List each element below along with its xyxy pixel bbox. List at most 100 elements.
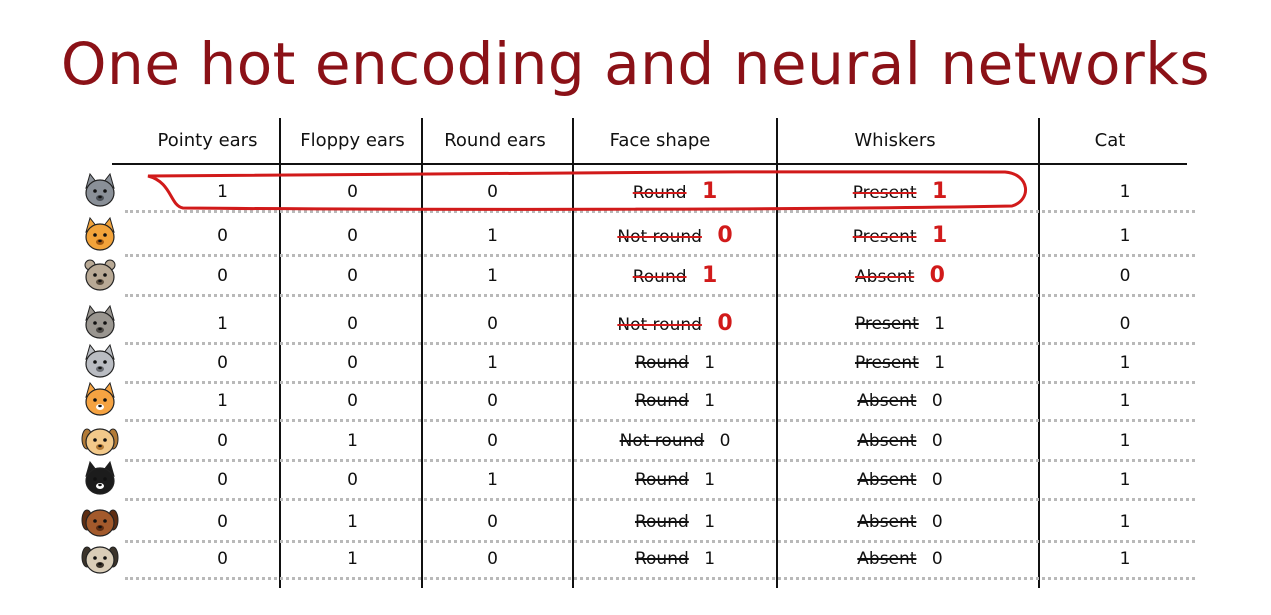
whiskers-cell: Absent 0 <box>800 261 1000 291</box>
floppy-ears-value: 0 <box>347 314 358 334</box>
round-ears-value: 1 <box>487 226 498 246</box>
brown-dog-icon <box>80 502 120 540</box>
bear-dog-icon <box>80 256 120 294</box>
row-separator <box>125 540 1195 543</box>
face-shape-encoded: 0 <box>717 223 733 248</box>
table-row: 0 1 0 Not round 0 Absent 0 1 <box>0 426 1271 456</box>
pointy-ears-value: 0 <box>217 512 228 532</box>
cat-label-value: 1 <box>1119 470 1131 490</box>
table-row: 1 0 0 Round 1 Absent 0 1 <box>0 381 1271 416</box>
row-separator <box>125 210 1195 213</box>
orange-cat-icon <box>80 216 120 254</box>
row-separator <box>125 459 1195 462</box>
header-round-ears: Round ears <box>444 130 546 151</box>
floppy-ears-value: 1 <box>347 512 358 532</box>
whiskers-text: Absent <box>857 512 917 532</box>
header-floppy-ears: Floppy ears <box>300 130 405 151</box>
cat-label-value: 0 <box>1119 314 1131 334</box>
gray-kitten-icon <box>80 343 120 381</box>
face-shape-encoded: 1 <box>704 391 716 411</box>
whiskers-cell: Present 1 <box>800 221 1000 251</box>
face-shape-encoded: 1 <box>704 549 716 569</box>
floppy-ears-value: 0 <box>347 182 358 202</box>
face-shape-cell: Round 1 <box>575 261 775 291</box>
cat-label-value: 1 <box>1119 549 1131 569</box>
whiskers-encoded: 1 <box>934 314 946 334</box>
cat-label-value: 1 <box>1119 226 1131 246</box>
cat-label-value: 0 <box>1119 266 1131 286</box>
whiskers-encoded: 0 <box>931 512 943 532</box>
whiskers-text: Absent <box>857 470 917 490</box>
face-shape-encoded: 1 <box>704 512 716 532</box>
face-shape-text: Not round <box>617 315 702 335</box>
whiskers-text: Absent <box>857 431 917 451</box>
shiba-icon <box>80 381 120 419</box>
whiskers-text: Present <box>852 183 917 203</box>
round-ears-value: 1 <box>487 353 498 373</box>
face-shape-text: Round <box>632 183 687 203</box>
floppy-ears-value: 0 <box>347 470 358 490</box>
pointy-ears-value: 0 <box>217 353 228 373</box>
column-divider <box>1038 118 1040 588</box>
header-rule <box>112 163 1187 165</box>
whiskers-text: Absent <box>855 267 915 287</box>
whiskers-encoded: 0 <box>931 431 943 451</box>
row-separator <box>125 342 1195 345</box>
header-face-shape: Face shape <box>609 130 711 151</box>
floppy-ears-value: 0 <box>347 391 358 411</box>
column-divider <box>776 118 778 588</box>
face-shape-cell: Round 1 <box>575 386 775 416</box>
pug-icon <box>80 539 120 577</box>
floppy-ears-value: 1 <box>347 549 358 569</box>
header-pointy-ears: Pointy ears <box>157 130 258 151</box>
pointy-ears-value: 0 <box>217 226 228 246</box>
table-row: 1 0 0 Not round 0 Present 1 0 <box>0 304 1271 339</box>
whiskers-cell: Absent 0 <box>800 386 1000 416</box>
face-shape-text: Round <box>634 353 689 373</box>
face-shape-encoded: 0 <box>719 431 731 451</box>
floppy-ears-value: 1 <box>347 431 358 451</box>
face-shape-cell: Not round 0 <box>575 309 775 339</box>
column-divider <box>279 118 281 588</box>
face-shape-encoded: 1 <box>701 263 718 288</box>
table-row: 0 1 0 Round 1 Absent 0 1 <box>0 507 1271 537</box>
face-shape-cell: Not round 0 <box>575 221 775 251</box>
slide-title: One hot encoding and neural networks <box>60 30 1211 98</box>
face-shape-encoded: 1 <box>704 353 716 373</box>
table-row: 0 0 1 Round 1 Present 1 1 <box>0 343 1271 378</box>
cat-label-value: 1 <box>1119 512 1131 532</box>
round-ears-value: 0 <box>487 549 498 569</box>
whiskers-encoded: 0 <box>931 391 943 411</box>
round-ears-value: 1 <box>487 470 498 490</box>
pointy-ears-value: 1 <box>217 314 228 334</box>
face-shape-encoded: 1 <box>701 179 718 204</box>
face-shape-encoded: 1 <box>704 470 716 490</box>
row-separator <box>125 498 1195 501</box>
face-shape-text: Round <box>634 470 689 490</box>
face-shape-cell: Round 1 <box>575 507 775 537</box>
face-shape-text: Not round <box>619 431 705 451</box>
whiskers-cell: Absent 0 <box>800 426 1000 456</box>
round-ears-value: 0 <box>487 512 498 532</box>
face-shape-text: Round <box>634 549 689 569</box>
face-shape-cell: Round 1 <box>575 348 775 378</box>
whiskers-encoded: 1 <box>931 179 948 204</box>
face-shape-text: Round <box>634 391 689 411</box>
cat-label-value: 1 <box>1119 182 1131 202</box>
pointy-ears-value: 0 <box>217 431 228 451</box>
pointy-ears-value: 1 <box>217 182 228 202</box>
wolf-icon <box>80 304 120 342</box>
table-row: 0 0 1 Round 1 Absent 0 1 <box>0 460 1271 495</box>
header-cat: Cat <box>1094 130 1126 151</box>
whiskers-text: Absent <box>857 391 917 411</box>
pointy-ears-value: 0 <box>217 470 228 490</box>
face-shape-text: Not round <box>617 227 702 247</box>
row-separator <box>125 294 1195 297</box>
whiskers-encoded: 1 <box>934 353 946 373</box>
round-ears-value: 1 <box>487 266 498 286</box>
face-shape-cell: Round 1 <box>575 465 775 495</box>
face-shape-cell: Round 1 <box>575 177 775 207</box>
whiskers-encoded: 0 <box>931 549 943 569</box>
column-divider <box>572 118 574 588</box>
cat-label-value: 1 <box>1119 353 1131 373</box>
